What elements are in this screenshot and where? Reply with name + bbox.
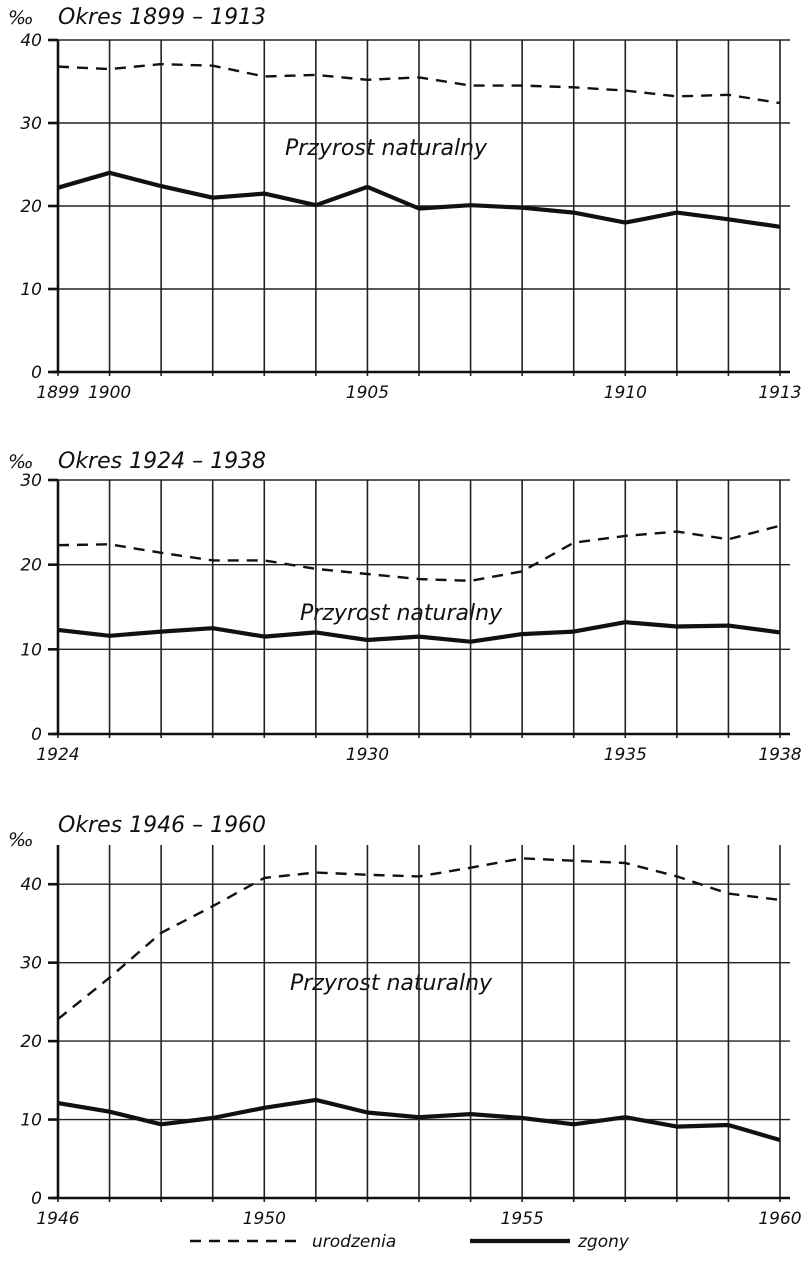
legend: urodzenia zgony bbox=[190, 1232, 630, 1252]
x-tick-label: 1955 bbox=[501, 1209, 544, 1229]
unit-label: ‰ bbox=[8, 829, 34, 851]
y-tick-label: 30 bbox=[20, 114, 42, 134]
x-tick-label: 1946 bbox=[36, 1209, 79, 1229]
x-tick-label: 1900 bbox=[88, 383, 131, 403]
unit-label: ‰ bbox=[8, 451, 34, 473]
chart-panel-1899-1913: ‰ Okres 1899 – 1913 Przyrost naturalny 0… bbox=[8, 5, 802, 403]
chart-title: Okres 1899 – 1913 bbox=[58, 5, 266, 30]
y-tick-label: 20 bbox=[20, 197, 42, 217]
x-tick-label: 1935 bbox=[604, 745, 647, 765]
y-tick-label: 40 bbox=[20, 875, 42, 895]
chart-title: Okres 1946 – 1960 bbox=[58, 813, 266, 838]
y-tick-label: 40 bbox=[20, 31, 42, 51]
series-line-deaths bbox=[57, 170, 781, 229]
y-tick-label: 30 bbox=[20, 954, 42, 974]
y-tick-label: 20 bbox=[20, 1032, 42, 1052]
x-tick-label: 1910 bbox=[604, 383, 647, 403]
legend-deaths-label: zgony bbox=[577, 1232, 630, 1252]
x-tick-label: 1930 bbox=[346, 745, 389, 765]
x-tick-label: 1938 bbox=[758, 745, 801, 765]
y-tick-label: 30 bbox=[20, 471, 42, 491]
chart-title: Okres 1924 – 1938 bbox=[58, 449, 266, 474]
unit-label: ‰ bbox=[8, 7, 34, 29]
natural-increase-label: Przyrost naturalny bbox=[285, 136, 488, 161]
x-tick-label: 1960 bbox=[758, 1209, 801, 1229]
series-line-deaths bbox=[57, 1097, 781, 1143]
natural-increase-label: Przyrost naturalny bbox=[290, 971, 493, 996]
series-line-deaths bbox=[57, 620, 781, 644]
x-tick-label: 1905 bbox=[346, 383, 389, 403]
chart-panel-1946-1960: Okres 1946 – 1960 ‰ Przyrost naturalny 0… bbox=[8, 813, 802, 1229]
chart-panel-1924-1938: ‰ Okres 1924 – 1938 Przyrost naturalny 0… bbox=[8, 449, 802, 765]
series-line-births bbox=[57, 62, 781, 105]
y-tick-label: 0 bbox=[31, 363, 42, 383]
y-tick-label: 20 bbox=[20, 556, 42, 576]
legend-births-label: urodzenia bbox=[312, 1232, 396, 1252]
x-tick-label: 1924 bbox=[36, 745, 79, 765]
x-tick-label: 1899 bbox=[36, 383, 79, 403]
x-tick-label: 1913 bbox=[758, 383, 801, 403]
x-tick-label: 1950 bbox=[243, 1209, 286, 1229]
natural-increase-label: Przyrost naturalny bbox=[300, 601, 503, 626]
series-line-births bbox=[57, 524, 781, 582]
y-tick-label: 0 bbox=[31, 1189, 42, 1209]
series-line-births bbox=[57, 857, 781, 1021]
y-tick-label: 0 bbox=[31, 725, 42, 745]
y-tick-label: 10 bbox=[20, 640, 42, 660]
y-tick-label: 10 bbox=[20, 280, 42, 300]
y-tick-label: 10 bbox=[20, 1111, 42, 1131]
